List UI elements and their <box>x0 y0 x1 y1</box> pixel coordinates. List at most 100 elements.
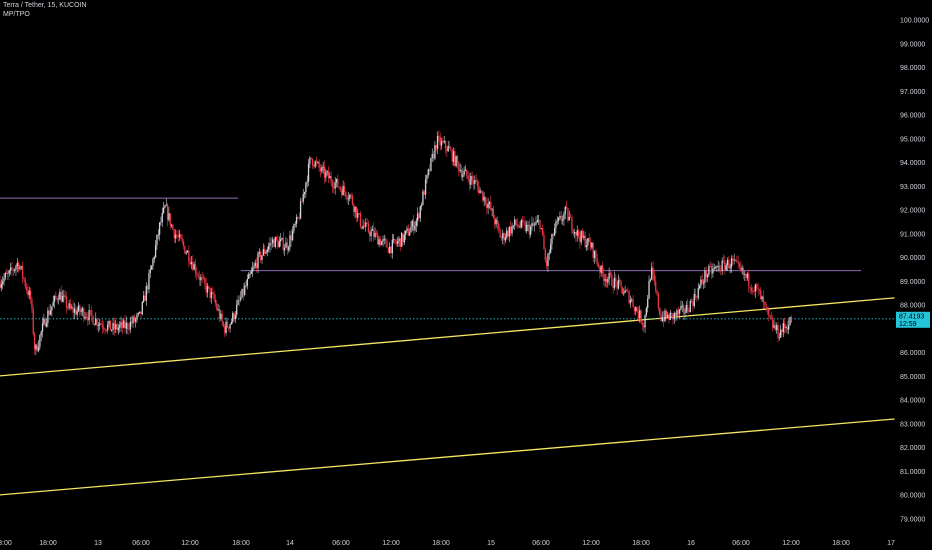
candle-body <box>781 329 783 333</box>
candle-body <box>119 325 121 328</box>
candle-body <box>357 213 359 218</box>
y-tick-label: 98.0000 <box>900 65 925 72</box>
candle-body <box>536 220 538 223</box>
candle-body <box>652 267 654 275</box>
candle-body <box>583 235 585 238</box>
candle-body <box>93 324 96 326</box>
candle-body <box>520 220 523 227</box>
candle-body <box>444 140 447 149</box>
candle-body <box>131 321 133 324</box>
x-tick-label: 18:00 <box>632 540 650 547</box>
candle-body <box>522 220 524 222</box>
candle-body <box>318 162 320 168</box>
candle-body <box>275 237 278 240</box>
candle-body <box>710 266 713 274</box>
trend-line[interactable] <box>0 297 895 377</box>
y-tick-label: 95.0000 <box>900 136 925 143</box>
candle-body <box>587 238 589 246</box>
candle-body <box>552 234 554 236</box>
candle-body <box>286 242 288 251</box>
candle-body <box>29 290 32 300</box>
candle-body <box>254 263 257 266</box>
candle-body <box>51 306 53 311</box>
candle-body <box>523 221 525 223</box>
candle-body <box>496 219 499 225</box>
y-tick-label: 82.0000 <box>900 445 925 452</box>
candle-body <box>713 267 715 269</box>
candle-body <box>24 279 26 287</box>
candle-body <box>322 166 324 168</box>
candle-body <box>624 290 626 293</box>
y-tick-label: 94.0000 <box>900 160 925 167</box>
candle-body <box>154 245 157 257</box>
candle-body <box>335 178 338 183</box>
candle-body <box>182 241 185 246</box>
candle-body <box>262 249 264 256</box>
candle-body <box>244 286 246 295</box>
candle-body <box>760 290 762 300</box>
candle-body <box>260 251 262 261</box>
candle-body <box>609 273 612 275</box>
candle-body <box>470 175 472 185</box>
candle-body <box>49 310 52 315</box>
candle-body <box>202 277 205 279</box>
candle-body <box>355 206 358 218</box>
candle-body <box>732 258 734 261</box>
candle-body <box>571 217 573 231</box>
candle-body <box>27 289 29 296</box>
candle-body <box>664 310 666 322</box>
candle-body <box>289 235 291 248</box>
candle-body <box>367 223 370 232</box>
candle-body <box>45 322 48 327</box>
candle-body <box>192 262 194 270</box>
candle-body <box>162 207 165 213</box>
price-tag-countdown: 12:59 <box>899 321 917 328</box>
candle-body <box>121 322 124 328</box>
candle-body <box>706 274 709 278</box>
candle-body <box>334 182 336 189</box>
candle-body <box>697 288 699 298</box>
price-axis[interactable]: 100.0000 99.0000 98.0000 97.0000 96.0000 95.0… <box>900 18 929 524</box>
y-tick-label: 92.0000 <box>900 208 925 215</box>
candle-body <box>53 295 56 302</box>
candle-body <box>272 239 274 244</box>
candle-body <box>47 310 49 323</box>
candle-body <box>620 281 622 287</box>
y-tick-label: 97.0000 <box>900 89 925 96</box>
candle-body <box>295 216 298 224</box>
candle-body <box>495 219 497 225</box>
candle-body <box>474 180 476 185</box>
candle-body <box>534 224 536 226</box>
candle-body <box>486 203 488 208</box>
candle-body <box>674 313 677 316</box>
time-axis[interactable]: 13:00 18:00 13 06:00 12:00 18:00 14 06:00 12:00 1… <box>0 540 895 547</box>
candle-body <box>528 224 530 235</box>
candle-body <box>780 329 782 338</box>
candle-body <box>764 302 766 305</box>
candle-body <box>581 231 584 238</box>
candle-body <box>60 291 62 302</box>
candle-body <box>108 320 110 325</box>
candle-body <box>350 194 352 196</box>
candle-body <box>480 190 483 192</box>
candle-body <box>189 261 191 264</box>
candle-body <box>599 267 601 273</box>
candle-body <box>601 265 604 274</box>
candle-body <box>593 250 596 258</box>
candle-body <box>414 225 416 231</box>
candle-body <box>59 291 61 300</box>
candle-body <box>64 295 66 297</box>
candle-body <box>616 281 618 289</box>
candle-body <box>428 169 431 171</box>
trend-line[interactable] <box>0 418 895 496</box>
candle-body <box>302 194 304 202</box>
candle-body <box>539 220 541 229</box>
candle-body <box>226 321 229 328</box>
candle-body <box>52 301 54 307</box>
candle-body <box>370 230 372 237</box>
candle-body <box>168 213 170 220</box>
x-tick-label: 06:00 <box>732 540 750 547</box>
candle-body <box>373 229 375 237</box>
candle-body <box>349 194 351 199</box>
